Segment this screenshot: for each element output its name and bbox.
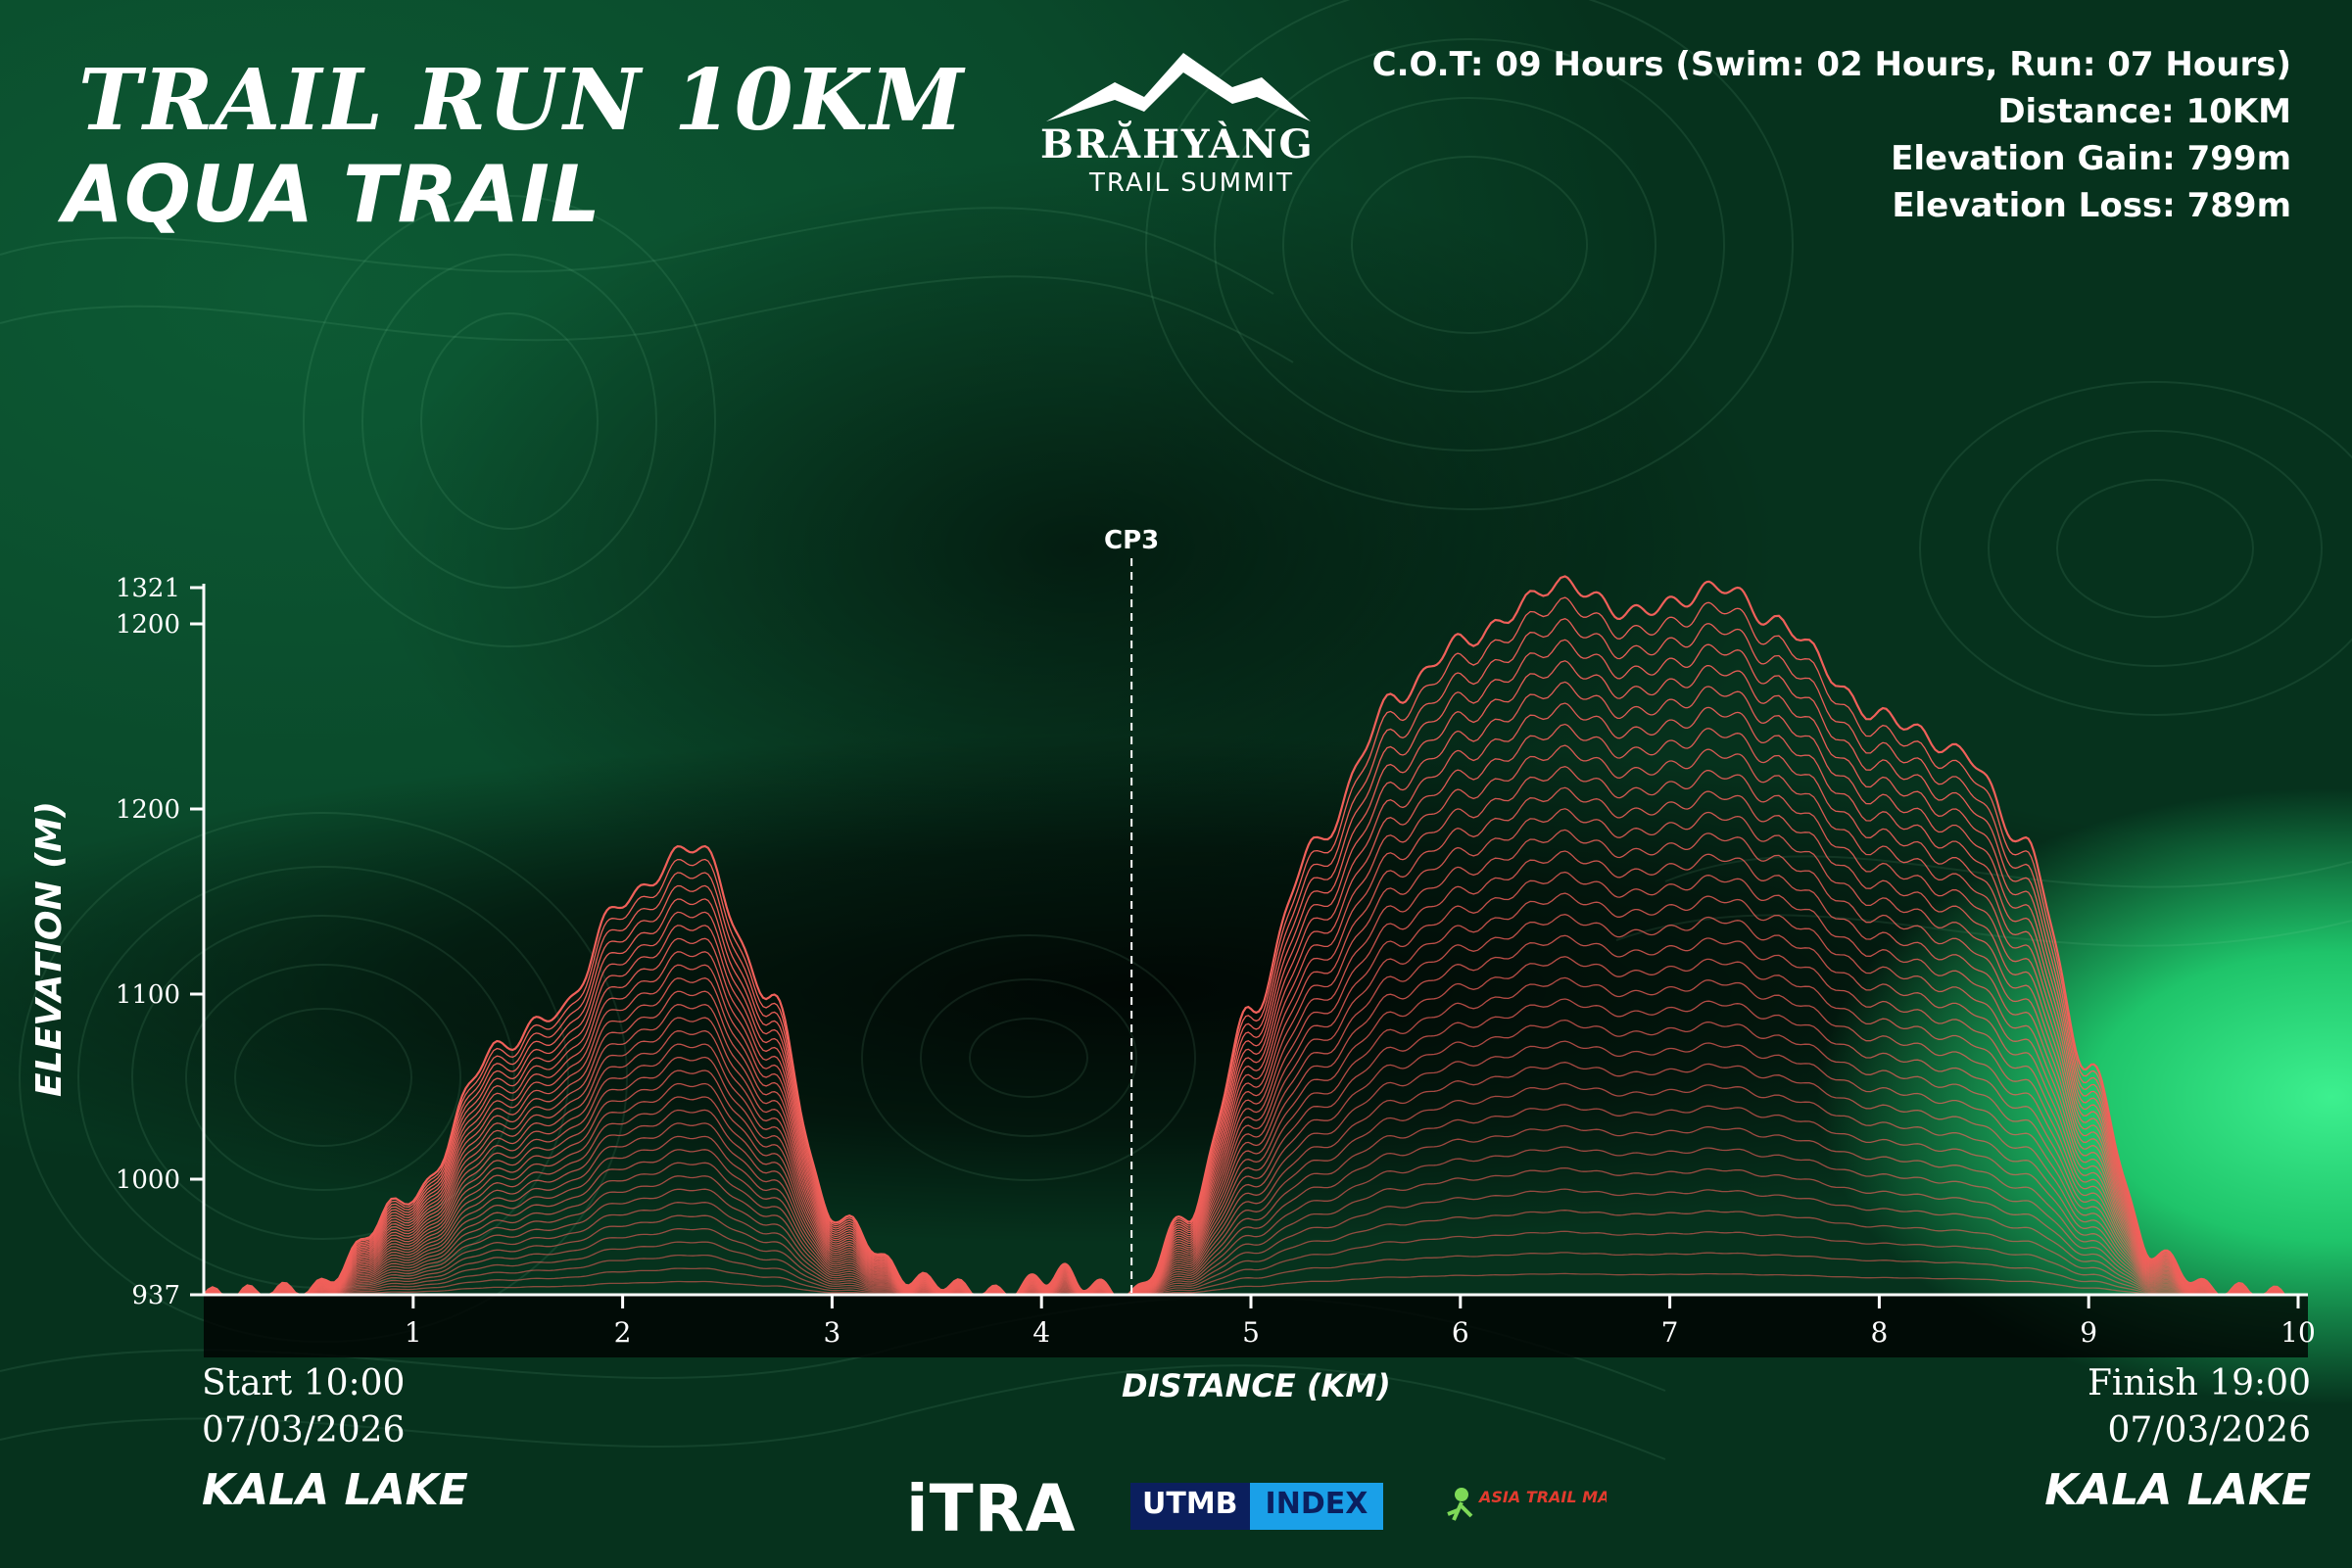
elevation-ridge-line — [203, 744, 2298, 1296]
elevation-ridge-line — [203, 808, 2298, 1296]
elevation-ridge-line — [203, 829, 2298, 1296]
elevation-ridge-line — [203, 1040, 2298, 1296]
elevation-ridge-line — [203, 956, 2298, 1296]
elevation-ridge-line — [203, 1166, 2298, 1296]
x-tick-label: 1 — [405, 1316, 422, 1349]
elevation-ridge-line — [203, 1210, 2298, 1296]
elevation-ridge-line — [203, 892, 2298, 1296]
elevation-profile-line — [203, 575, 2298, 1297]
elevation-ridge-line — [203, 723, 2298, 1296]
x-tick-label: 8 — [1870, 1316, 1888, 1349]
x-tick-label: 6 — [1452, 1316, 1469, 1349]
atm-text: ASIA TRAIL MASTER — [1477, 1488, 1607, 1506]
elevation-gain-text: Elevation Gain: 799m — [1891, 139, 2291, 178]
x-axis-band — [204, 1295, 2308, 1357]
elevation-ridge-line — [203, 1019, 2298, 1296]
y-tick-label: 1200 — [116, 610, 180, 640]
start-place: KALA LAKE — [202, 1465, 468, 1515]
elevation-ridge-line — [203, 871, 2298, 1296]
y-tick-label: 1200 — [116, 795, 180, 825]
itra-text: iTRA — [906, 1471, 1077, 1546]
x-tick-label: 4 — [1032, 1316, 1050, 1349]
asia-trail-master-logo: ASIA TRAIL MASTER — [1447, 1488, 1607, 1521]
elevation-ridge-line — [203, 639, 2298, 1296]
x-tick-label: 5 — [1242, 1316, 1260, 1349]
y-tick-label: 1000 — [116, 1165, 180, 1195]
elevation-ridge-line — [203, 617, 2298, 1296]
y-tick-label: 937 — [131, 1281, 180, 1310]
elevation-ridge-line — [203, 1252, 2298, 1296]
x-tick-label: 3 — [823, 1316, 840, 1349]
page-subtitle: AQUA TRAIL — [63, 149, 601, 240]
distance-text: Distance: 10KM — [1997, 92, 2291, 131]
elevation-ridge-line — [203, 1272, 2298, 1296]
elevation-loss-text: Elevation Loss: 789m — [1892, 186, 2291, 225]
cot-text: C.O.T: 09 Hours (Swim: 02 Hours, Run: 07… — [1371, 45, 2291, 84]
utmb-index-text: INDEX — [1249, 1483, 1384, 1530]
itra-logo: iTRA — [906, 1471, 1077, 1546]
start-date: 07/03/2026 — [202, 1410, 406, 1450]
y-tick-label: 1321 — [116, 574, 180, 603]
elevation-ridge-line — [203, 934, 2298, 1296]
profile-lines — [203, 575, 2298, 1297]
start-time: Start 10:00 — [202, 1363, 406, 1403]
elevation-ridge-line — [203, 766, 2298, 1296]
logo-name: BRĂHYÀNG — [1040, 121, 1315, 167]
elevation-ridge-line — [203, 1230, 2298, 1296]
finish-date: 07/03/2026 — [2107, 1410, 2312, 1450]
mountain-logo-icon — [1046, 53, 1311, 121]
elevation-ridge-line — [203, 976, 2298, 1296]
elevation-ridge-line — [203, 681, 2298, 1296]
utmb-index-logo: UTMB INDEX — [1130, 1483, 1384, 1530]
elevation-ridge-line — [203, 1104, 2298, 1296]
elevation-ridge-line — [203, 702, 2298, 1296]
utmb-text: UTMB — [1130, 1483, 1250, 1530]
elevation-ridge-line — [203, 1146, 2298, 1296]
x-ticks: 1 2 3 4 5 6 7 8 9 10 — [405, 1295, 2316, 1349]
x-tick-label: 2 — [614, 1316, 632, 1349]
elevation-ridge-line — [203, 1082, 2298, 1296]
x-axis-title: DISTANCE (KM) — [1122, 1367, 1391, 1404]
x-tick-label: 7 — [1661, 1316, 1679, 1349]
elevation-ridge-line — [203, 1124, 2298, 1296]
elevation-ridge-line — [203, 660, 2298, 1296]
finish-time: Finish 19:00 — [2087, 1363, 2311, 1403]
x-tick-label: 10 — [2280, 1316, 2316, 1349]
checkpoint-label: CP3 — [1104, 526, 1159, 555]
y-ticks: 937 1000 1100 1200 1200 1321 — [116, 574, 204, 1310]
y-axis-title: ELEVATION (M) — [29, 801, 70, 1097]
x-tick-label: 9 — [2080, 1316, 2097, 1349]
elevation-ridge-line — [203, 786, 2298, 1296]
y-tick-label: 1100 — [116, 980, 180, 1010]
finish-place: KALA LAKE — [2044, 1465, 2311, 1515]
elevation-ridge-line — [203, 1062, 2298, 1296]
logo-tagline: TRAIL SUMMIT — [1089, 168, 1295, 198]
elevation-ridge-line — [203, 914, 2298, 1296]
elevation-ridge-line — [203, 998, 2298, 1296]
page-title: TRAIL RUN 10KM — [78, 51, 966, 150]
elevation-ridge-line — [203, 850, 2298, 1296]
elevation-ridge-line — [203, 1188, 2298, 1296]
elevation-ridge-line — [203, 596, 2298, 1296]
race-info: C.O.T: 09 Hours (Swim: 02 Hours, Run: 07… — [1372, 41, 2291, 229]
